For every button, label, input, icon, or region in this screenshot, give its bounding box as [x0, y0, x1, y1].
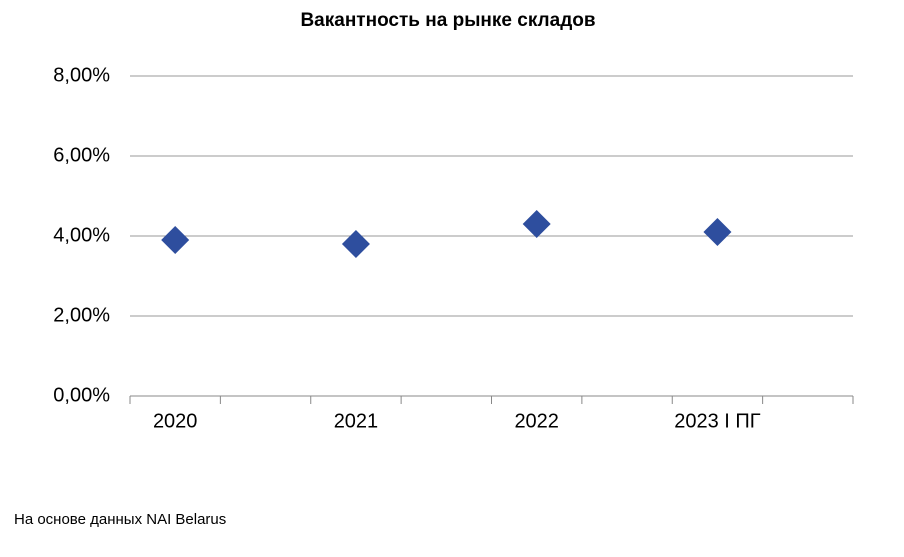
- marker: [341, 230, 370, 258]
- y-tick-label: 6,00%: [53, 144, 110, 166]
- marker: [703, 218, 732, 246]
- x-tick-label: 2023 I ПГ: [674, 410, 761, 432]
- chart-title: Вакантность на рынке складов: [300, 10, 595, 31]
- x-tick-label: 2021: [334, 410, 379, 432]
- source-note: На основе данных NAI Belarus: [14, 511, 226, 528]
- x-tick-label: 2020: [153, 410, 198, 432]
- y-tick-label: 4,00%: [53, 224, 110, 246]
- y-tick-label: 0,00%: [53, 384, 110, 406]
- y-tick-label: 8,00%: [53, 64, 110, 86]
- x-tick-label: 2022: [514, 410, 559, 432]
- marker: [522, 210, 551, 238]
- y-tick-label: 2,00%: [53, 304, 110, 326]
- marker: [161, 226, 190, 254]
